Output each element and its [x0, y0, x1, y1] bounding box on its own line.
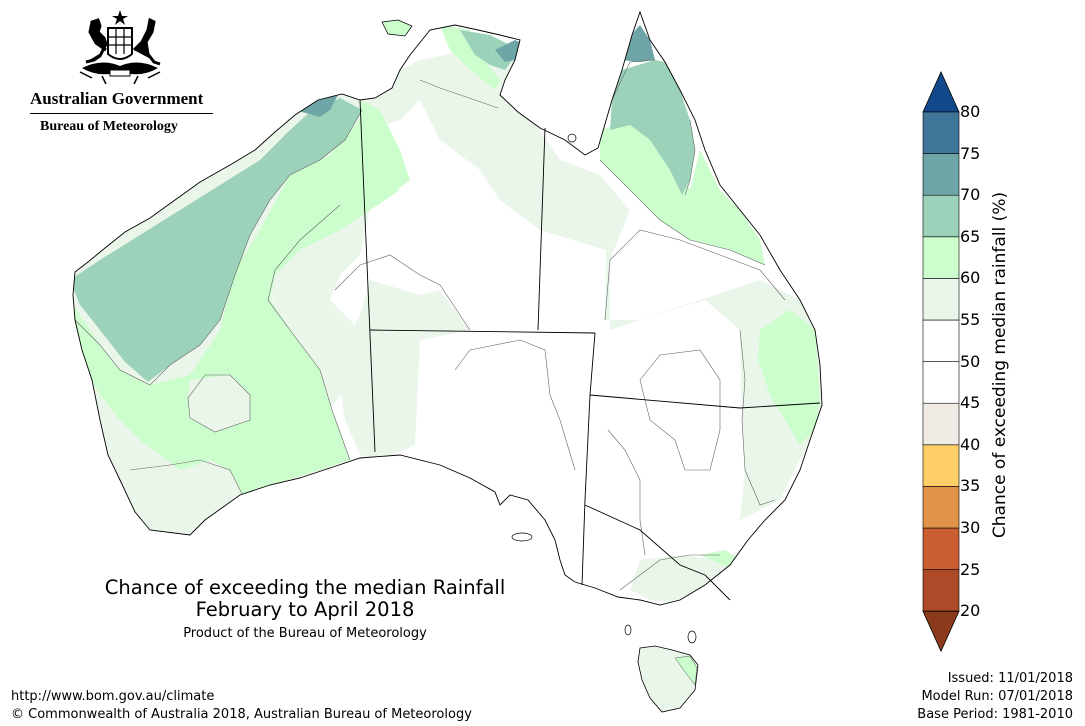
legend-tick-label: 70 [960, 185, 981, 205]
legend-tick-label: 40 [960, 434, 981, 454]
coat-of-arms-icon [79, 10, 161, 85]
legend-tick-label: 65 [960, 226, 981, 246]
legend-bin-50-55 [922, 319, 960, 362]
legend-colorbar [922, 71, 960, 653]
government-name: Australian Government [30, 89, 204, 108]
legend-tick-label: 80 [960, 102, 981, 121]
legend-bin-30-35 [922, 486, 960, 529]
legend-tick-label: 45 [960, 393, 981, 413]
legend-bin-25-30 [922, 527, 960, 570]
mainland [72, 11, 823, 644]
legend-tick-label: 25 [960, 559, 981, 579]
legend-tick-label: 20 [960, 601, 981, 621]
base-period: Base Period: 1981-2010 [917, 707, 1073, 722]
map-subtitle: February to April 2018 [195, 598, 415, 621]
legend-tick-label: 30 [960, 518, 981, 537]
legend-bin-35-40 [922, 444, 960, 487]
bureau-name: Bureau of Meteorology [40, 119, 178, 134]
legend-bin-above-80 [922, 71, 960, 113]
tasmania [637, 645, 699, 713]
model-run-date: Model Run: 07/01/2018 [921, 689, 1073, 704]
legend-tick-label: 75 [960, 143, 981, 163]
logo-divider [30, 113, 213, 114]
map-product-note: Product of the Bureau of Meteorology [183, 626, 427, 641]
legend-bin-55-60 [922, 278, 960, 321]
legend-bin-40-45 [922, 402, 960, 446]
legend-bin-75-80 [922, 111, 960, 154]
legend-tick-label: 50 [960, 351, 981, 371]
legend-tick-label: 60 [960, 268, 981, 288]
legend-bin-below-20 [922, 610, 960, 653]
copyright-notice: © Commonwealth of Australia 2018, Austra… [11, 707, 472, 722]
legend-bin-20-25 [922, 569, 960, 612]
legend-tick-label: 55 [960, 310, 981, 329]
legend-bin-70-75 [922, 153, 960, 196]
map-title: Chance of exceeding the median Rainfall [104, 576, 506, 599]
legend-title: Chance of exceeding median rainfall (%) [990, 191, 1010, 539]
issued-date: Issued: 11/01/2018 [947, 671, 1073, 686]
government-logo: Australian Government Bureau of Meteorol… [20, 8, 220, 138]
legend-bin-45-50 [922, 361, 960, 404]
legend-bin-65-70 [922, 194, 960, 238]
legend-tick-label: 35 [960, 476, 981, 496]
legend-bin-60-65 [922, 236, 960, 279]
bom-url-link[interactable]: http://www.bom.gov.au/climate [11, 689, 215, 704]
